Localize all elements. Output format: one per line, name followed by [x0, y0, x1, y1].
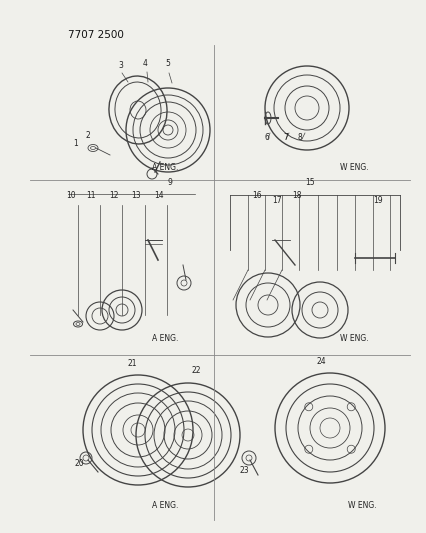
Text: W ENG.: W ENG. [339, 163, 368, 172]
Text: 5: 5 [164, 59, 170, 68]
Text: 7707 2500: 7707 2500 [68, 30, 124, 40]
Text: 4: 4 [143, 59, 147, 68]
Text: 21: 21 [128, 359, 137, 368]
Text: A ENG.: A ENG. [152, 501, 178, 510]
Text: 9: 9 [167, 178, 173, 187]
Text: 13: 13 [131, 191, 140, 200]
Text: 24: 24 [316, 357, 326, 366]
Text: 23: 23 [239, 466, 249, 475]
Text: 12: 12 [109, 191, 118, 200]
Text: 1: 1 [73, 139, 78, 148]
Text: 19: 19 [372, 196, 382, 205]
Text: 3: 3 [118, 61, 123, 70]
Text: W ENG.: W ENG. [339, 334, 368, 343]
Text: A ENG.: A ENG. [152, 163, 178, 172]
Text: 14: 14 [154, 191, 163, 200]
Text: 7: 7 [282, 133, 287, 142]
Text: 18: 18 [291, 191, 301, 200]
Text: W ENG.: W ENG. [347, 501, 376, 510]
Text: 10: 10 [66, 191, 75, 200]
Text: 22: 22 [192, 366, 201, 375]
Text: 16: 16 [251, 191, 261, 200]
Text: 11: 11 [86, 191, 95, 200]
Text: 2: 2 [86, 131, 91, 140]
Text: 17: 17 [271, 196, 281, 205]
Text: 15: 15 [304, 178, 314, 187]
Text: 8: 8 [297, 133, 302, 142]
Text: 20: 20 [75, 459, 84, 468]
Text: 6: 6 [265, 133, 269, 142]
Text: A ENG.: A ENG. [152, 334, 178, 343]
